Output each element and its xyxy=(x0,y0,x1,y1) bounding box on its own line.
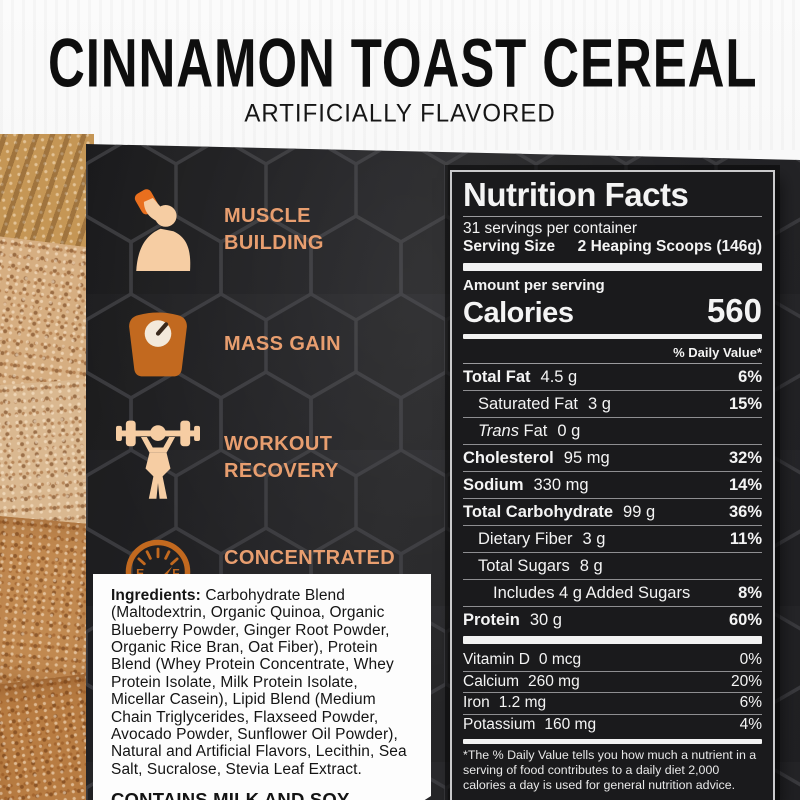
feature-muscle-building: MUSCLE BUILDING xyxy=(116,182,436,278)
micronutrient-row: Calcium 260 mg 20% xyxy=(463,672,762,694)
feature-label: MUSCLE BUILDING xyxy=(224,205,324,254)
weightlifter-icon xyxy=(116,420,200,499)
serving-size-label: Serving Size xyxy=(463,238,556,256)
allergen-statement: CONTAINS MILK AND SOY xyxy=(111,788,350,800)
nutrition-row: Dietary Fiber 3 g 11% xyxy=(463,526,762,554)
product-title: CINNAMON TOAST CEREAL xyxy=(48,25,758,102)
cereal-piece xyxy=(0,378,94,536)
nutrition-facts-panel: Nutrition Facts 31 servings per containe… xyxy=(450,170,775,800)
daily-value-header: % Daily Value* xyxy=(463,343,762,365)
feature-mass-gain: MASS GAIN xyxy=(116,296,436,392)
product-subtitle: ARTIFICIALLY FLAVORED xyxy=(244,99,556,128)
ingredients-label: Ingredients: xyxy=(111,587,201,604)
nutrient-rows: Total Fat 4.5 g 6% Saturated Fat 3 g 15% Trans… xyxy=(463,364,762,633)
nutrition-row: Saturated Fat 3 g 15% xyxy=(463,391,762,419)
nutrition-facts-title: Nutrition Facts xyxy=(463,177,762,217)
cereal-piece xyxy=(0,671,94,800)
nutrition-row: Total Carbohydrate 99 g 36% xyxy=(463,499,762,527)
scale-icon xyxy=(129,312,187,377)
nutrition-row: Trans Fat 0 g xyxy=(463,418,762,446)
micronutrient-row: Potassium 160 mg 4% xyxy=(463,715,762,733)
divider-thick xyxy=(463,263,762,272)
servings-per-container: 31 servings per container xyxy=(463,219,638,237)
divider-medium xyxy=(463,334,762,340)
calories-label: Calories xyxy=(463,297,574,330)
shaker-drinker-icon xyxy=(134,189,191,271)
micronutrient-row: Iron 1.2 mg 6% xyxy=(463,693,762,715)
serving-size-row: Serving Size 2 Heaping Scoops (146g) xyxy=(463,237,762,260)
feature-list: MUSCLE BUILDING MASS GAIN xyxy=(116,182,436,620)
nutrition-row: Protein 30 g 60% xyxy=(463,611,762,630)
nutrition-row: Cholesterol 95 mg 32% xyxy=(463,445,762,473)
serving-size-value: 2 Heaping Scoops (146g) xyxy=(577,238,762,256)
nutrition-row: Sodium 330 mg 14% xyxy=(463,472,762,500)
ingredients-text: Ingredients: Carbohydrate Blend (Maltode… xyxy=(111,587,407,778)
calories-value: 560 xyxy=(706,292,762,330)
header-band: CINNAMON TOAST CEREAL ARTIFICIALLY FLAVO… xyxy=(0,0,800,150)
feature-label: WORKOUT RECOVERY xyxy=(224,433,339,482)
feature-label: MASS GAIN xyxy=(224,332,341,355)
amount-per-serving-label: Amount per serving xyxy=(463,277,605,295)
svg-text:E: E xyxy=(136,566,144,580)
ingredients-panel: Ingredients: Carbohydrate Blend (Maltode… xyxy=(93,574,431,800)
divider-thick xyxy=(463,636,762,645)
nutrition-row: Total Fat 4.5 g 6% xyxy=(463,364,762,392)
cereal-piece xyxy=(0,514,94,694)
cereal-piece xyxy=(0,234,94,402)
divider-medium xyxy=(463,739,762,745)
cereal-photo xyxy=(0,134,94,800)
nutrition-row: Total Sugars 8 g xyxy=(463,553,762,581)
calories-row: Calories 560 xyxy=(463,292,762,330)
svg-text:F: F xyxy=(172,566,179,580)
daily-value-footnote: *The % Daily Value tells you how much a … xyxy=(463,748,757,792)
nutrition-row: Includes 4 g Added Sugars 8% xyxy=(463,580,762,608)
feature-workout-recovery: WORKOUT RECOVERY xyxy=(116,410,436,506)
label-body: MUSCLE BUILDING MASS GAIN xyxy=(86,144,800,800)
